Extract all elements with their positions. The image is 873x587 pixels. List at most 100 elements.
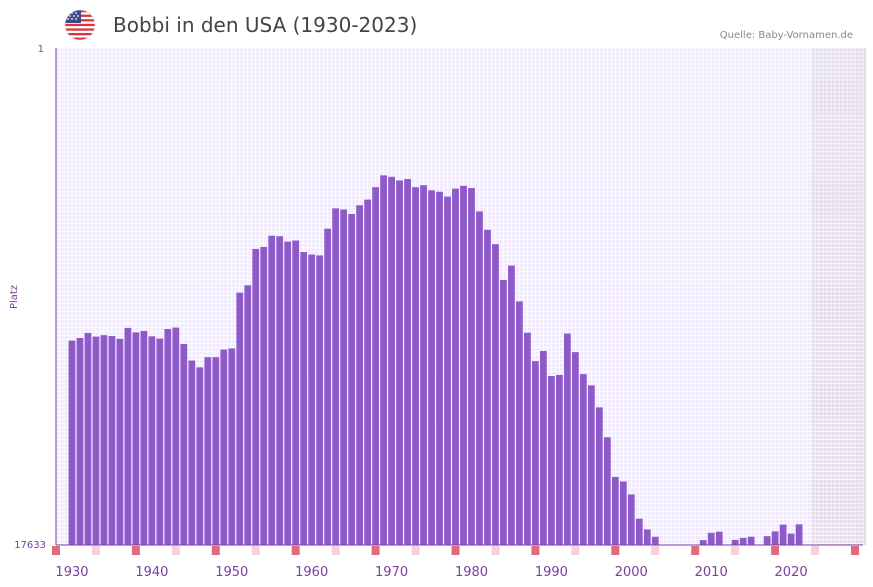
bar-1972 xyxy=(404,179,411,546)
bar-1959 xyxy=(300,252,308,545)
bar-2017 xyxy=(763,536,771,545)
bar-1953 xyxy=(252,248,260,545)
bar-1993 xyxy=(571,352,579,545)
bar-2009 xyxy=(699,540,707,545)
source-label: Quelle: Baby-Vornamen.de xyxy=(719,30,853,41)
bar-1990 xyxy=(547,376,555,545)
y-tick-top: 1 xyxy=(38,44,44,55)
bar-2010 xyxy=(707,532,715,545)
y-axis-label: Platz xyxy=(9,285,20,309)
bar-1952 xyxy=(244,285,252,545)
bar-1989 xyxy=(540,350,547,545)
bar-1997 xyxy=(603,437,611,545)
bar-1984 xyxy=(500,279,507,545)
bar-1979 xyxy=(460,185,467,545)
x-tick-1930: 1930 xyxy=(55,565,88,580)
us-flag-icon xyxy=(64,9,96,41)
bar-1940 xyxy=(148,336,156,545)
year-marker-1998 xyxy=(611,546,620,555)
bar-1944 xyxy=(180,343,188,545)
bar-2020 xyxy=(787,533,795,545)
year-marker-2008 xyxy=(691,546,700,555)
bar-2001 xyxy=(635,518,643,545)
bar-1986 xyxy=(516,301,523,545)
bar-1970 xyxy=(388,176,395,546)
bar-1969 xyxy=(380,175,387,546)
year-marker-1958 xyxy=(291,546,300,555)
x-tick-labels: 1930 1940 1950 1960 1970 1980 1990 2000 2010 2020 xyxy=(55,565,807,580)
bar-1958 xyxy=(292,240,300,545)
year-marker-1973 xyxy=(411,546,420,555)
bar-1973 xyxy=(412,187,419,545)
year-marker-1938 xyxy=(131,546,140,555)
bar-1949 xyxy=(220,349,228,545)
bar-1937 xyxy=(124,327,132,545)
bar-1965 xyxy=(348,213,356,545)
bar-1933 xyxy=(92,336,100,545)
bar-1976 xyxy=(436,191,443,545)
bar-1981 xyxy=(476,211,483,545)
bar-1943 xyxy=(172,327,180,545)
x-tick-2000: 2000 xyxy=(615,565,648,580)
year-marker-1943 xyxy=(171,546,180,555)
bar-1956 xyxy=(276,236,284,545)
bar-2011 xyxy=(715,531,723,545)
x-tick-2010: 2010 xyxy=(695,565,728,580)
bar-1961 xyxy=(316,255,324,546)
bar-1936 xyxy=(116,338,124,545)
bar-1941 xyxy=(156,338,164,545)
bar-1971 xyxy=(396,180,403,546)
year-marker-2013 xyxy=(731,546,740,555)
bar-2021 xyxy=(795,524,803,545)
bar-1992 xyxy=(563,333,571,545)
bar-1945 xyxy=(188,360,196,545)
bar-1934 xyxy=(100,335,108,545)
bar-1948 xyxy=(212,357,220,545)
year-marker-2028 xyxy=(851,546,860,555)
bar-1960 xyxy=(308,254,316,545)
year-marker-1928 xyxy=(52,546,60,555)
bar-1978 xyxy=(452,188,459,545)
x-tick-2020: 2020 xyxy=(775,565,808,580)
bar-1996 xyxy=(595,407,603,545)
year-marker-2023 xyxy=(811,546,820,555)
year-marker-1933 xyxy=(91,546,100,555)
decade-markers xyxy=(52,546,860,555)
year-marker-1983 xyxy=(491,546,500,555)
bar-1980 xyxy=(468,188,475,546)
bar-1975 xyxy=(428,190,435,545)
bar-1995 xyxy=(587,385,595,545)
bar-2013 xyxy=(731,539,739,545)
bar-1985 xyxy=(508,265,515,545)
bar-2000 xyxy=(627,494,635,545)
bar-1963 xyxy=(332,208,340,546)
bar-1982 xyxy=(484,229,491,545)
bar-2014 xyxy=(739,537,747,545)
year-marker-2018 xyxy=(771,546,780,555)
x-tick-1940: 1940 xyxy=(135,565,168,580)
bar-1974 xyxy=(420,185,427,545)
x-tick-1990: 1990 xyxy=(535,565,568,580)
bar-1988 xyxy=(532,361,539,545)
year-marker-2003 xyxy=(651,546,660,555)
bar-1983 xyxy=(492,244,499,546)
x-tick-1960: 1960 xyxy=(295,565,328,580)
bar-1977 xyxy=(444,196,451,545)
bar-1946 xyxy=(196,367,204,545)
year-marker-1978 xyxy=(451,546,460,555)
year-marker-1953 xyxy=(251,546,260,555)
bar-1954 xyxy=(260,246,268,545)
bar-1994 xyxy=(579,374,587,545)
bar-1930 xyxy=(68,340,76,545)
bar-1987 xyxy=(524,332,531,545)
bar-1935 xyxy=(108,336,116,545)
year-marker-1988 xyxy=(531,546,540,555)
bar-1999 xyxy=(619,481,627,545)
year-marker-1968 xyxy=(371,546,380,555)
future-region xyxy=(811,48,867,545)
bar-1957 xyxy=(284,241,292,546)
bar-1998 xyxy=(611,476,619,545)
bar-1968 xyxy=(372,187,379,545)
bar-2003 xyxy=(651,536,659,545)
